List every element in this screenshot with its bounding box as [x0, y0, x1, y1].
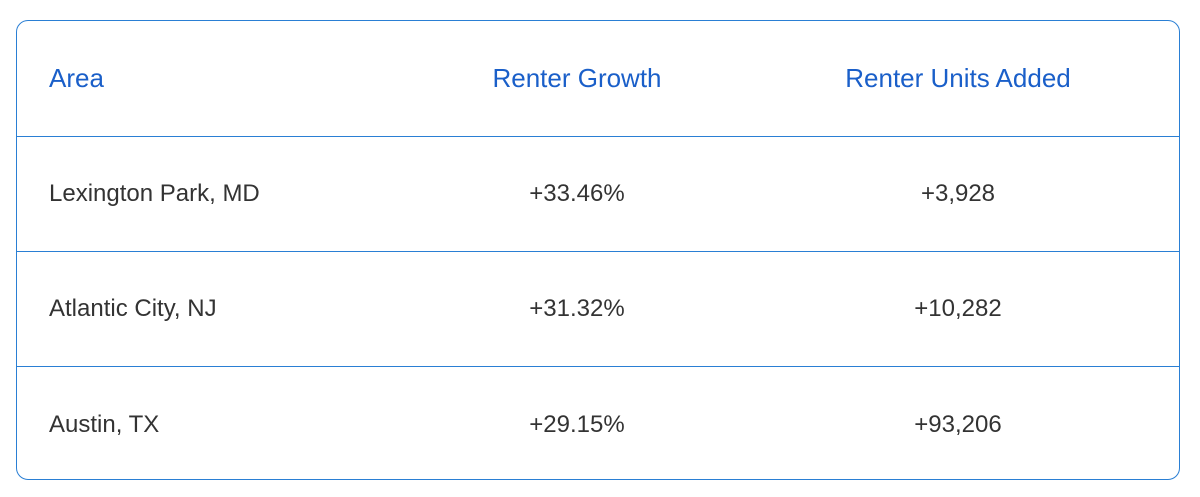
table-cell: +33.46%: [529, 180, 625, 207]
table-cell: +3,928: [920, 180, 996, 207]
header-cell: Renter Growth: [492, 63, 662, 93]
header-cell: Area: [49, 63, 104, 93]
table-cell: +31.32%: [529, 295, 625, 322]
table-row: Lexington Park, MD +33.46% +3,928: [17, 137, 1179, 252]
table-cell: Lexington Park, MD: [49, 180, 260, 207]
table-cell: Atlantic City, NJ: [49, 295, 217, 322]
table-row: Atlantic City, NJ +31.32% +10,282: [17, 252, 1179, 367]
table: Area Renter Growth Renter Units Added Le…: [16, 20, 1180, 480]
header-cell: Renter Units Added: [845, 63, 1071, 93]
table-cell: +93,206: [914, 410, 1002, 438]
header-row: Area Renter Growth Renter Units Added: [17, 21, 1179, 137]
table-cell: Austin, TX: [49, 410, 160, 438]
table-cell: +10,282: [914, 295, 1002, 322]
table-cell: +29.15%: [529, 410, 625, 438]
table-row: Austin, TX +29.15% +93,206: [17, 367, 1179, 479]
